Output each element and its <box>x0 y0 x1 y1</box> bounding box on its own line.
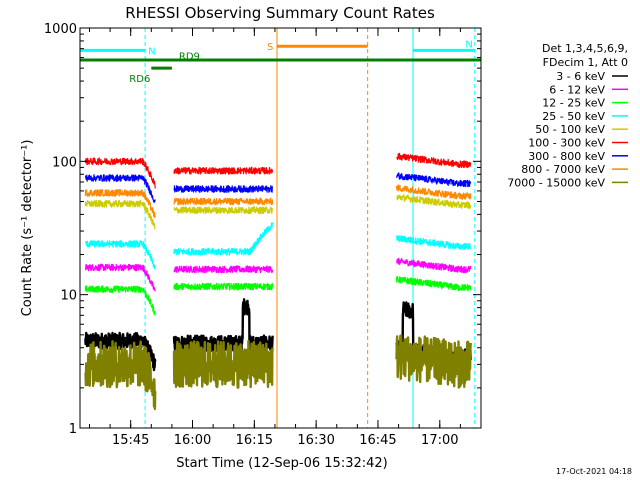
annotation-label-4: RD9 <box>179 52 200 63</box>
x-axis-label: Start Time (12-Sep-06 15:32:42) <box>176 456 387 471</box>
y-tick-label-0: 1 <box>69 422 77 437</box>
series-2 <box>84 275 472 316</box>
x-tick-label-2: 16:15 <box>236 433 273 448</box>
series-3-segment-1 <box>173 222 274 256</box>
series-2-segment-1 <box>173 282 274 291</box>
annotation-label-0: N <box>148 46 155 57</box>
chart-title: RHESSI Observing Summary Count Rates <box>125 4 435 22</box>
series-7-segment-2 <box>395 184 472 200</box>
legend-header-1: FDecim 1, Att 0 <box>543 56 628 69</box>
y-tick-label-1: 10 <box>60 289 77 304</box>
legend-header-0: Det 1,3,4,5,6,9, <box>542 42 628 55</box>
annotation-label-1: N <box>465 39 472 50</box>
series-5 <box>84 152 472 189</box>
legend-label-4: 50 - 100 keV <box>535 123 605 136</box>
legend-label-5: 100 - 300 keV <box>528 137 605 150</box>
series-5-segment-0 <box>84 157 156 189</box>
legend-label-2: 12 - 25 keV <box>542 97 605 110</box>
series-2-segment-2 <box>395 275 472 292</box>
series-8-segment-2 <box>395 334 472 389</box>
series-1 <box>84 257 472 292</box>
series-6-segment-0 <box>84 174 156 203</box>
series-7-segment-1 <box>173 197 274 206</box>
x-tick-label-3: 16:30 <box>297 433 334 448</box>
annotation-label-2: S <box>267 42 273 53</box>
legend-label-7: 800 - 7000 keV <box>521 163 605 176</box>
series-5-segment-1 <box>173 166 274 175</box>
annotation-label-3: RD6 <box>129 74 150 85</box>
x-tick-label-4: 16:45 <box>359 433 396 448</box>
series-6-segment-2 <box>395 172 472 188</box>
series-3 <box>84 222 472 270</box>
x-tick-label-1: 16:00 <box>174 433 211 448</box>
series-3-segment-2 <box>395 235 472 251</box>
x-tick-label-0: 15:45 <box>112 433 149 448</box>
y-tick-label-3: 1000 <box>44 22 77 37</box>
series-3-segment-0 <box>84 240 156 270</box>
plot-area: N N S RD6 RD9 <box>79 28 481 428</box>
series-1-segment-2 <box>396 257 472 274</box>
legend: Det 1,3,4,5,6,9,FDecim 1, Att 03 - 6 keV… <box>507 42 628 189</box>
series-7 <box>84 184 472 218</box>
series-8 <box>84 334 472 411</box>
series-7-segment-0 <box>84 189 156 218</box>
series-5-segment-2 <box>396 152 472 169</box>
y-tick-label-2: 100 <box>52 155 77 170</box>
series-4-segment-1 <box>173 206 274 215</box>
x-tick-label-5: 17:00 <box>421 433 458 448</box>
series-6 <box>84 172 472 203</box>
series-1-segment-1 <box>173 265 274 274</box>
series-4-segment-2 <box>396 194 472 209</box>
y-axis-label: Count Rate (s⁻¹ detector⁻¹) <box>20 140 35 317</box>
series-8-segment-0 <box>84 340 157 411</box>
series-4 <box>84 194 472 230</box>
legend-label-1: 6 - 12 keV <box>549 83 605 96</box>
series-2-segment-0 <box>84 285 156 316</box>
series-4-segment-0 <box>84 199 156 230</box>
plot-frame <box>79 27 482 429</box>
footer-date: 17-Oct-2021 04:18 <box>556 467 632 476</box>
series-6-segment-1 <box>173 185 273 193</box>
axis-ticks: 15:45 16:00 16:15 16:30 16:45 17:00 1 10 100 1000 <box>44 22 482 448</box>
legend-label-6: 300 - 800 keV <box>528 150 605 163</box>
legend-label-0: 3 - 6 keV <box>556 70 605 83</box>
legend-label-3: 25 - 50 keV <box>542 110 605 123</box>
legend-label-8: 7000 - 15000 keV <box>507 176 605 189</box>
series-0-segment-0 <box>84 331 157 372</box>
series-1-segment-0 <box>84 263 156 292</box>
series-8-segment-1 <box>172 339 274 389</box>
